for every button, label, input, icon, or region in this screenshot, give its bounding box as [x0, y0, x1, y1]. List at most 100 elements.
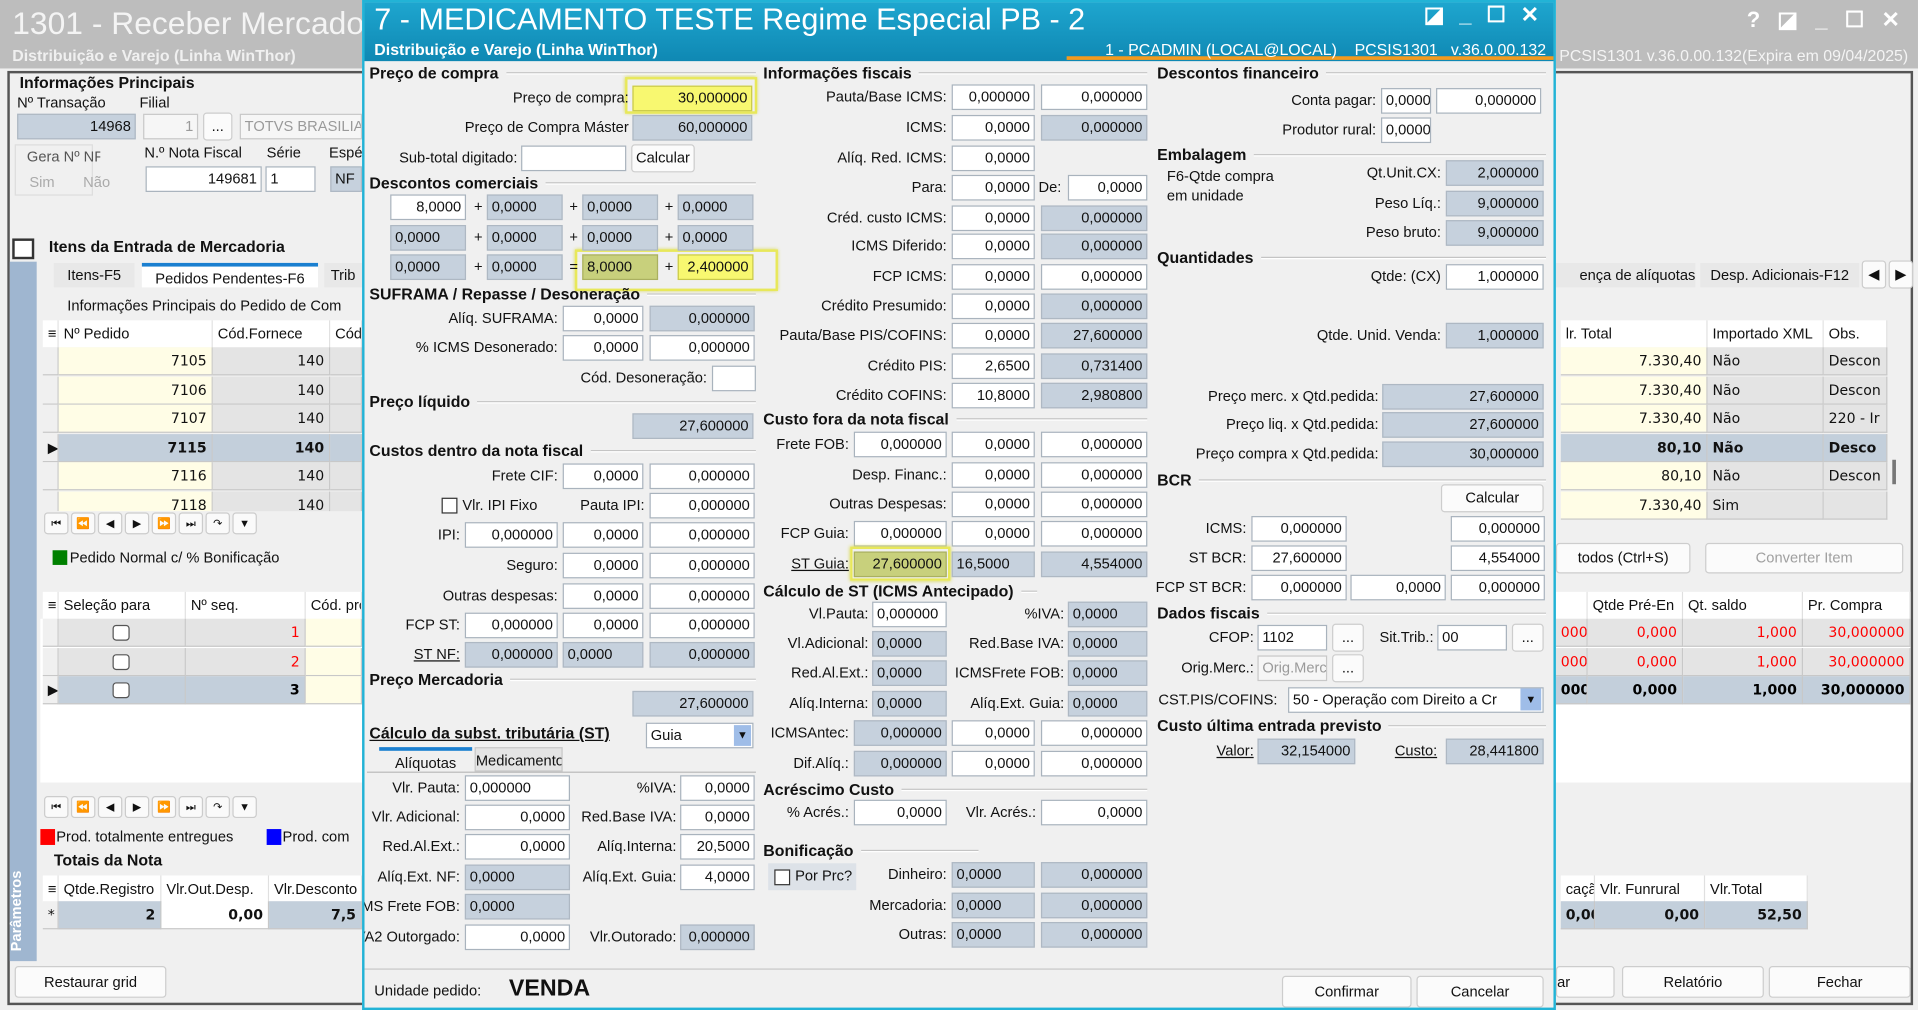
fornec2-cell[interactable]: [330, 376, 363, 405]
serie-input[interactable]: 1: [265, 166, 316, 192]
total-cell[interactable]: 7.330,40: [1560, 490, 1708, 520]
field-input[interactable]: 0,0000: [1040, 799, 1148, 826]
seq-cell[interactable]: 3: [185, 676, 306, 705]
restaurar-grid-button[interactable]: Restaurar grid: [14, 966, 167, 998]
field-input[interactable]: 0,000000: [1040, 264, 1148, 290]
nav-button-3[interactable]: ▶: [124, 796, 150, 819]
maximize-icon[interactable]: ☐: [1844, 7, 1882, 32]
row-indicator[interactable]: [42, 462, 59, 491]
field-input[interactable]: 0,0000: [951, 293, 1035, 320]
seq-cell[interactable]: 2: [185, 647, 306, 676]
xml-cell[interactable]: Sim: [1707, 490, 1824, 520]
cfop-input[interactable]: 1102: [1257, 624, 1328, 651]
seq-cell[interactable]: 1: [185, 618, 306, 647]
total-cell[interactable]: 80,10: [1560, 462, 1708, 491]
radio-sim[interactable]: Sim: [29, 173, 55, 191]
xml-cell[interactable]: Não: [1707, 462, 1824, 491]
obs-cell[interactable]: Descon: [1823, 347, 1888, 376]
fornec-cell[interactable]: 140: [212, 376, 331, 405]
produto-c0-cell[interactable]: 000: [1555, 647, 1588, 676]
field-input[interactable]: 0,0000: [562, 583, 644, 609]
field-input[interactable]: 0,0000: [464, 833, 571, 860]
field-input[interactable]: 4,0000: [680, 864, 755, 891]
partial-button[interactable]: ar: [1555, 966, 1615, 998]
row-pointer-icon[interactable]: ▶: [42, 433, 59, 462]
field-input[interactable]: 10,8000: [951, 382, 1035, 409]
row-indicator[interactable]: [42, 347, 59, 376]
pedido-cell[interactable]: 7107: [58, 404, 213, 433]
nav-button-0[interactable]: ⏮: [44, 512, 69, 535]
field-input[interactable]: 0,0000: [853, 799, 947, 826]
produto-saldo-cell[interactable]: 1,000: [1683, 618, 1803, 647]
pedido-cell[interactable]: 7115: [58, 433, 213, 462]
field-input[interactable]: 0,000000: [853, 520, 947, 547]
obs-cell[interactable]: Descon: [1823, 462, 1888, 491]
field-input[interactable]: 0,000000: [1450, 516, 1545, 542]
field-input[interactable]: 0,000000: [649, 463, 755, 490]
xml-cell[interactable]: Não: [1707, 376, 1824, 405]
row-indicator[interactable]: [42, 647, 59, 676]
xml-cell[interactable]: Não: [1707, 433, 1824, 462]
field-input[interactable]: 0,000000: [1040, 462, 1148, 488]
nav-button-6[interactable]: ↷: [205, 512, 230, 535]
column-header[interactable]: Vlr.Out.Desp.: [161, 875, 270, 903]
chevron-down-icon[interactable]: ▼: [1520, 688, 1542, 711]
dialog-controls[interactable]: ◪_☐✕: [1424, 2, 1554, 28]
nav-button-1[interactable]: ⏪: [70, 512, 96, 535]
total-cell[interactable]: 7.330,40: [1560, 347, 1708, 376]
field-input[interactable]: 0,000000: [464, 612, 558, 639]
sit-trib-input[interactable]: 00: [1437, 624, 1507, 651]
selecao-checkbox[interactable]: [112, 682, 130, 699]
selecao-checkbox[interactable]: [112, 624, 130, 641]
field-input[interactable]: 0,0000: [951, 491, 1035, 518]
nav-button-5[interactable]: ⏭: [178, 512, 204, 535]
grid-menu-icon[interactable]: ≡: [42, 320, 59, 348]
nav-button-0[interactable]: ⏮: [44, 796, 69, 819]
xml-cell[interactable]: Não: [1707, 347, 1824, 376]
field-input[interactable]: 0,000000: [951, 84, 1035, 111]
field-input[interactable]: 0,0000: [562, 335, 644, 361]
cst-pis-cofins-select[interactable]: 50 - Operação com Direito a Cr: [1288, 687, 1544, 713]
field-input[interactable]: 0,000000: [464, 522, 558, 548]
field-input[interactable]: 0,0000: [562, 612, 644, 639]
obs-cell[interactable]: 220 - Ir: [1823, 404, 1888, 433]
fornec-cell[interactable]: 140: [212, 347, 331, 376]
column-header[interactable]: Cód.Fornec: [330, 320, 363, 348]
close-icon[interactable]: ✕: [1520, 2, 1554, 27]
field-input[interactable]: 0,000000: [1040, 750, 1148, 777]
qtde-cx-input[interactable]: 1,000000: [1445, 264, 1544, 290]
nav-button-4[interactable]: ⏩: [151, 512, 177, 535]
field-input[interactable]: 0,000000: [1040, 431, 1148, 458]
field-input[interactable]: 0,0000: [951, 462, 1035, 488]
produto-cell[interactable]: [305, 647, 363, 676]
field-input[interactable]: 0,0000: [464, 924, 571, 951]
column-header[interactable]: Qtde Pré-En: [1587, 591, 1684, 619]
tab-scroll-left-icon[interactable]: ◀: [1861, 260, 1887, 289]
column-header[interactable]: Pr. Compra: [1802, 591, 1911, 619]
nav-button-2[interactable]: ◀: [97, 512, 123, 535]
sit-trib-lookup-button[interactable]: ...: [1511, 623, 1544, 652]
field-input[interactable]: 0,000000: [1251, 516, 1347, 542]
tab-itens-0[interactable]: Itens-F5: [53, 262, 135, 288]
tab-itens-2[interactable]: Trib: [324, 262, 363, 288]
field-input[interactable]: 27,600000: [1251, 545, 1347, 572]
column-header[interactable]: Nº Pedido: [58, 320, 213, 348]
fornec-cell[interactable]: 140: [212, 462, 331, 491]
total-cell[interactable]: 7.330,40: [1560, 404, 1708, 433]
minimize-icon[interactable]: _: [1459, 2, 1487, 27]
desconto-comercial-field[interactable]: 8,0000: [390, 194, 467, 221]
row-indicator[interactable]: [42, 404, 59, 433]
nav-button-5[interactable]: ⏭: [178, 796, 204, 819]
field-input[interactable]: 0,0000: [1380, 88, 1432, 114]
field-input[interactable]: 0,0000: [680, 775, 755, 801]
column-header[interactable]: Seleção para: [58, 591, 186, 619]
field-input[interactable]: 0,000000: [1040, 491, 1148, 518]
nav-button-7[interactable]: ▼: [232, 512, 257, 535]
tab-diferenca-aliquotas[interactable]: ença de alíquotas: [1555, 262, 1696, 288]
st-nf-link[interactable]: ST NF:: [413, 645, 460, 663]
tab-desp-adicionais[interactable]: Desp. Adicionais-F12: [1700, 262, 1860, 288]
obs-cell[interactable]: Desco: [1823, 433, 1888, 462]
fornec-cell[interactable]: 140: [212, 433, 331, 462]
field-input[interactable]: 0,0000: [680, 804, 755, 831]
total-cell[interactable]: 7.330,40: [1560, 376, 1708, 405]
